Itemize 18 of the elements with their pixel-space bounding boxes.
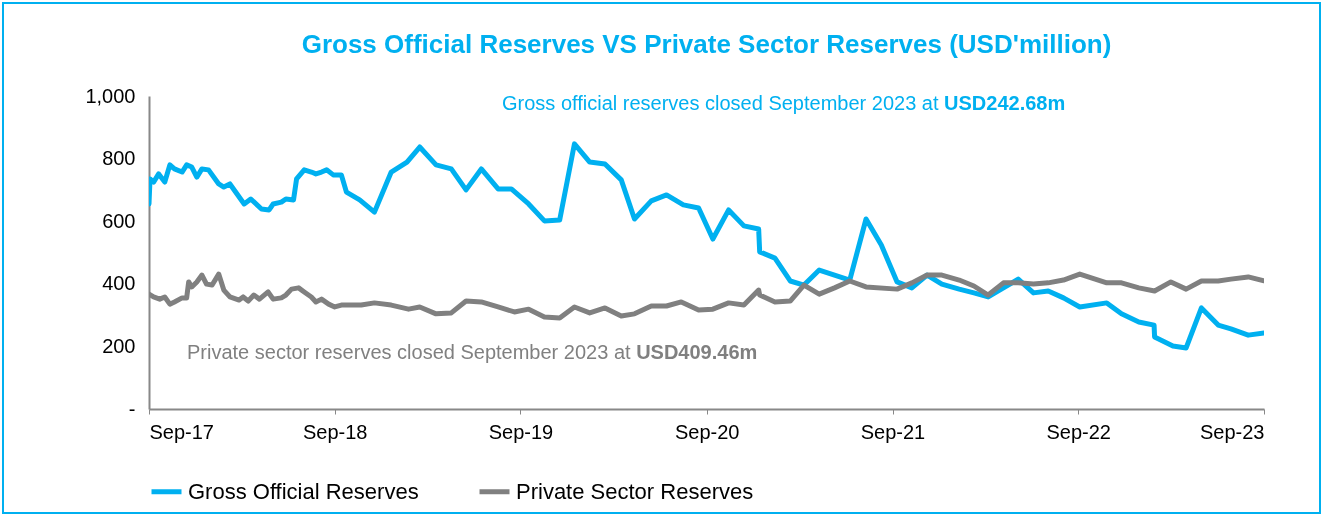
x-tick-label: Sep-20 — [675, 420, 740, 443]
chart-title: Gross Official Reserves VS Private Sector Reserves (USD'million) — [301, 29, 1112, 59]
y-tick-label: 400 — [102, 272, 136, 295]
annotation: Gross official reserves closed September 2023 at USD242.68m — [502, 92, 1066, 115]
x-tick-label: Sep-22 — [1046, 420, 1111, 443]
annotation: Private sector reserves closed September 2023 at USD409.46m — [187, 341, 758, 364]
x-tick-label: Sep-19 — [488, 420, 554, 443]
x-tick-label: Sep-18 — [303, 420, 368, 443]
legend-label: Gross Official Reserves — [188, 478, 419, 504]
y-tick-label: 600 — [102, 209, 136, 232]
y-tick-label: 200 — [102, 334, 136, 357]
x-tick-label: Sep-17 — [149, 420, 214, 443]
y-tick-label: 800 — [102, 147, 136, 170]
y-tick-label: 1,000 — [85, 84, 136, 107]
x-tick-label: Sep-23 — [1200, 420, 1265, 443]
legend-label: Private Sector Reserves — [516, 478, 754, 504]
y-tick-label: - — [128, 397, 136, 420]
x-tick-label: Sep-21 — [860, 420, 926, 443]
